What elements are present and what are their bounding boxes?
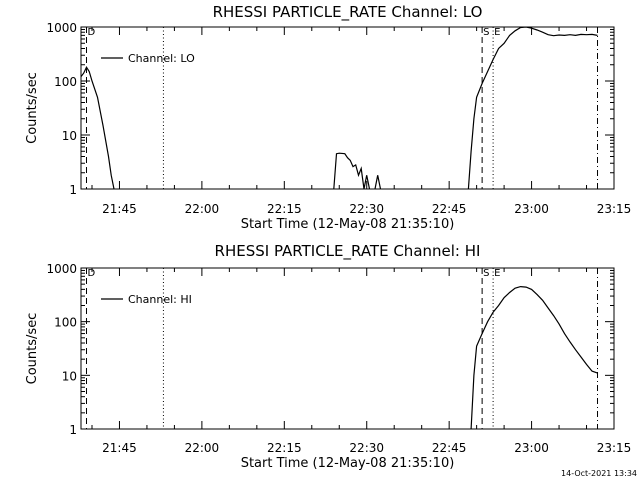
x-tick-label: 21:45 [102,202,137,216]
y-tick-label: 10 [62,369,77,383]
footer-timestamp: 14-Oct-2021 13:34 [561,469,637,478]
chart-title: RHESSI PARTICLE_RATE Channel: HI [215,242,481,261]
series-line [333,152,371,189]
x-tick-label: 23:15 [597,441,632,455]
legend-entry: Channel: LO [128,52,195,65]
series-line [374,175,382,189]
event-marker-label: S [483,268,489,279]
chart-title: RHESSI PARTICLE_RATE Channel: LO [213,3,483,22]
x-tick-label: 22:00 [185,202,220,216]
x-tick-label: 21:45 [102,441,137,455]
x-tick-label: 22:45 [432,202,467,216]
y-tick-label: 1 [69,183,77,197]
lo-channel-panel: RHESSI PARTICLE_RATE Channel: LO 21:45 22:… [25,3,631,232]
y-tick-label: 100 [54,316,77,330]
event-marker-label: E [494,268,500,279]
x-tick-label: 23:00 [514,441,549,455]
y-tick-label: 100 [54,75,77,89]
y-axis-label: Counts/sec [25,72,40,144]
x-axis-label: Start Time (12-May-08 21:35:10) [241,456,455,471]
series-line [81,65,115,189]
y-axis-label: Counts/sec [25,313,40,385]
series-line [467,27,598,189]
x-tick-label: 22:30 [349,441,384,455]
x-tick-label: 23:15 [597,202,632,216]
event-marker-label: D [87,268,95,279]
x-axis-label: Start Time (12-May-08 21:35:10) [241,217,455,232]
event-marker-label: E [494,27,500,38]
legend-entry: Channel: HI [128,293,192,306]
y-tick-label: 1 [69,423,77,437]
plot-frame [80,26,615,190]
x-tick-label: 22:15 [267,441,302,455]
hi-channel-panel: RHESSI PARTICLE_RATE Channel: HI 21:45 22:… [25,242,631,471]
y-tick-label: 1000 [46,262,77,276]
x-tick-label: 22:15 [267,202,302,216]
x-tick-label: 23:00 [514,202,549,216]
y-tick-label: 10 [62,129,77,143]
x-tick-label: 22:30 [349,202,384,216]
x-tick-label: 22:00 [185,441,220,455]
x-tick-label: 22:45 [432,441,467,455]
event-marker-label: D [87,27,95,38]
event-marker-label: S [483,27,489,38]
series-line [470,285,598,429]
plot-frame [80,267,615,430]
y-tick-label: 1000 [46,21,77,35]
